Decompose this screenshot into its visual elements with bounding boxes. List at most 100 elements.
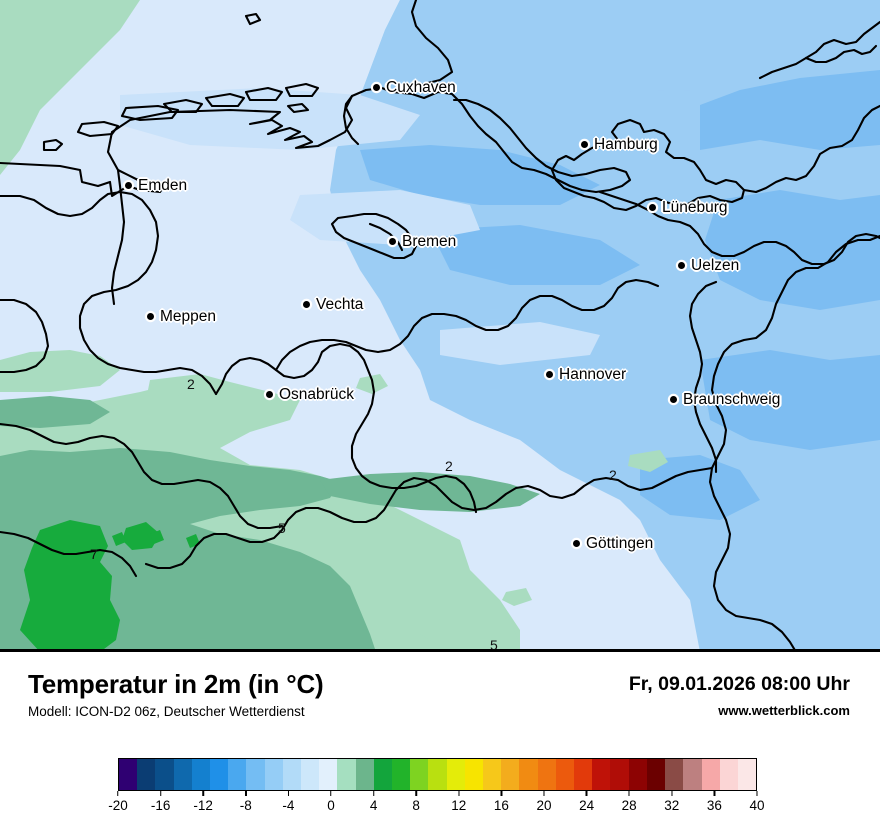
colorbar-tick-mark (372, 791, 375, 796)
boundary-east (708, 234, 880, 649)
colorbar-tick: -12 (193, 791, 213, 813)
colorbar-tick: 28 (622, 791, 637, 813)
city-name-label: Osnabrück (279, 386, 354, 403)
island-norderney (120, 104, 180, 122)
city-dot-icon (303, 301, 310, 309)
colorbar-swatch (137, 759, 156, 790)
city-name-label: Meppen (160, 308, 217, 325)
boundary-west-3 (0, 530, 138, 578)
colorbar-tick-label: 8 (412, 798, 420, 813)
coastline-top-right (758, 20, 880, 80)
colorbar-tick-mark (543, 791, 545, 796)
city-marker[interactable]: Meppen (147, 309, 216, 325)
colorbar-tick-mark (202, 791, 204, 796)
river-ems (110, 168, 126, 306)
boundary-south (144, 466, 714, 570)
city-dot-icon (649, 204, 656, 212)
city-name-label: Hamburg (594, 136, 658, 153)
river-elbe (390, 90, 632, 194)
temperature-band-green-core (20, 520, 120, 649)
temperature-map[interactable]: Cuxhaven Hamburg Emden Lüneburg Bremen Uelzen… (0, 0, 880, 652)
colorbar-swatch (574, 759, 593, 790)
city-marker[interactable]: Osnabrück (266, 387, 354, 403)
colorbar-tick-label: -4 (282, 798, 295, 813)
colorbar-swatch (537, 759, 556, 790)
colorbar-tick-mark (415, 791, 417, 796)
city-marker[interactable]: Bremen (389, 234, 456, 250)
colorbar-swatch (483, 759, 502, 790)
colorbar-swatch (719, 759, 738, 790)
temperature-band-blue-deep-6 (430, 225, 640, 285)
colorbar-tick: 40 (749, 791, 765, 813)
city-marker[interactable]: Hamburg (581, 137, 658, 153)
colorbar-tick-mark (500, 791, 503, 796)
colorbar-tick: 24 (579, 791, 594, 813)
city-name-label: Bremen (402, 233, 457, 250)
valid-time-label: Fr, 09.01.2026 08:00 Uhr (628, 673, 850, 695)
island-helgoland (244, 12, 262, 26)
colorbar-tick: 36 (707, 791, 722, 813)
colorbar-tick-mark (585, 791, 588, 796)
temperature-band-blue-north (336, 0, 880, 150)
river-weser (368, 222, 404, 252)
boundary-west (0, 298, 50, 374)
boundary-north-east (742, 104, 880, 194)
city-marker[interactable]: Vechta (303, 297, 363, 313)
colorbar-swatch (428, 759, 447, 790)
page-title: Temperatur in 2m (in °C) (28, 669, 324, 699)
city-name-label: Emden (138, 177, 188, 194)
colorbar-tick-label: -20 (108, 798, 128, 813)
colorbar-swatch (701, 759, 720, 790)
boundary-district-uelzen (688, 280, 718, 474)
colorbar-tick-label: 0 (327, 798, 335, 813)
colorbar-tick: 16 (494, 791, 509, 813)
city-dot-icon (573, 540, 580, 548)
model-subtitle: Modell: ICON-D2 06z, Deutscher Wetterdie… (28, 704, 305, 720)
city-name-label: Vechta (316, 296, 364, 313)
map-footer: Temperatur in 2m (in °C) Modell: ICON-D2… (0, 652, 880, 830)
colorbar-tick-label: 4 (369, 798, 378, 813)
island-spiekeroog (244, 86, 284, 102)
colorbar-swatch (228, 759, 247, 790)
colorbar-tick-mark (159, 791, 162, 796)
contour-value-label: 2 (187, 376, 195, 392)
city-marker[interactable]: Emden (125, 178, 187, 194)
city-marker[interactable]: Cuxhaven (373, 80, 456, 96)
colorbar-swatch (373, 759, 393, 790)
island-wangerooge (284, 82, 320, 98)
contour-value-label: 5 (490, 637, 498, 652)
colorbar-tick-mark (330, 791, 332, 796)
colorbar-swatch (155, 759, 174, 790)
colorbar-swatch (446, 759, 465, 790)
city-name-label: Lüneburg (662, 199, 728, 216)
city-marker[interactable]: Braunschweig (670, 392, 780, 408)
city-marker[interactable]: Hannover (546, 367, 626, 383)
colorbar-tick-mark (287, 791, 290, 796)
boundary-district-lueneburg (598, 190, 880, 266)
colorbar-tick-mark (756, 791, 758, 796)
city-marker[interactable]: Lüneburg (649, 200, 728, 216)
colorbar-swatch (519, 759, 538, 790)
temperature-band-green-light-2 (0, 350, 120, 392)
temperature-band-blue-deep-1 (700, 70, 880, 150)
city-name-label: Göttingen (586, 535, 654, 552)
colorbar-tick-label: 16 (493, 798, 509, 813)
city-marker[interactable]: Uelzen (678, 258, 739, 274)
map-canvas (0, 0, 880, 649)
city-marker[interactable]: Göttingen (573, 536, 653, 552)
city-dot-icon (581, 141, 588, 149)
island-borkum (42, 138, 64, 152)
city-name-label: Cuxhaven (386, 79, 456, 96)
colorbar-tick-mark (458, 791, 460, 796)
colorbar-tick: 0 (327, 791, 335, 813)
colorbar-tick: 12 (451, 791, 466, 813)
temperature-band-green-mid-3 (0, 396, 110, 428)
colorbar-ticks: -20 -16 -12 -8 -4 0 4 8 12 16 20 24 28 32 36 40 (108, 791, 765, 817)
colorbar-tick: -20 (108, 791, 128, 813)
coastline-north-sea (0, 0, 454, 198)
temperature-colorbar[interactable]: -20 -16 -12 -8 -4 0 4 8 12 16 20 24 28 32 36 40 (108, 758, 765, 817)
temperature-band-green-light-3 (0, 0, 140, 175)
boundary-hamburg (550, 118, 746, 212)
map-borders (0, 0, 880, 649)
